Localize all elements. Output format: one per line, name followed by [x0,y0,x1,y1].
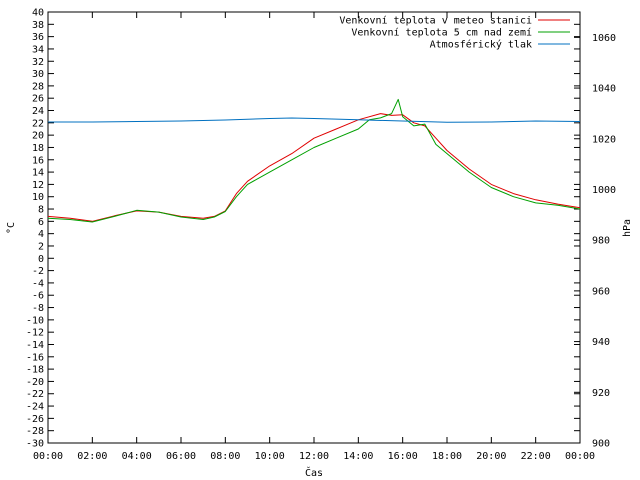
y-tick-label: -2 [32,266,44,277]
y2-tick-label: 900 [592,439,610,450]
y-tick-label: -26 [26,414,44,425]
y-tick-label: 38 [32,20,44,31]
y-tick-label: -28 [26,426,44,437]
x-tick-label: 04:00 [122,451,152,462]
y2-tick-label: 1020 [592,134,616,145]
y-tick-label: 26 [32,94,44,105]
y2-tick-label: 940 [592,337,610,348]
y2-tick-label: 1040 [592,84,616,95]
legend-label: Venkovní teplota v meteo stanici [339,15,532,27]
y2-tick-label: 1060 [592,33,616,44]
y-tick-label: -24 [26,402,44,413]
y-tick-label: 40 [32,8,44,19]
x-axis-ticks: 00:00 02:00 04:00 06:00 08:00 10:00 12:00 14:00… [33,12,595,462]
x-tick-label: 02:00 [77,451,107,462]
y-tick-label: 34 [32,44,44,55]
y-tick-label: 0 [38,254,44,265]
y-tick-label: 16 [32,155,44,166]
y2-tick-label: 960 [592,286,610,297]
x-tick-label: 08:00 [210,451,240,462]
y-tick-label: -4 [32,278,44,289]
y2-tick-label: 920 [592,388,610,399]
y-tick-label: -14 [26,340,44,351]
y-tick-label: -22 [26,389,44,400]
x-tick-label: 00:00 [565,451,595,462]
y-tick-label: -6 [32,291,44,302]
x-tick-label: 18:00 [432,451,462,462]
y2-axis-title: hPa [622,219,633,237]
y-tick-label: -18 [26,365,44,376]
y-tick-label: 2 [38,241,44,252]
y-axis-title: °C [6,222,17,234]
x-tick-label: 22:00 [521,451,551,462]
plot-frame [47,11,581,444]
series-line-2 [47,98,581,223]
legend: Venkovní teplota v meteo staniciVenkovní… [339,15,570,51]
y-tick-label: -8 [32,303,44,314]
y-tick-label: 30 [32,69,44,80]
y-tick-label: 20 [32,131,44,142]
series-layer [47,98,581,223]
y-tick-label: -12 [26,328,44,339]
x-tick-label: 20:00 [476,451,506,462]
y2-tick-label: 1000 [592,185,616,196]
y-tick-label: 24 [32,106,44,117]
y2-axis-ticks: 900 920 940 960 980 1000 1020 1040 1060 [574,33,616,450]
x-tick-label: 06:00 [166,451,196,462]
y-tick-label: 12 [32,180,44,191]
x-tick-label: 16:00 [388,451,418,462]
y-tick-label: 28 [32,81,44,92]
y-tick-label: 4 [38,229,44,240]
y-tick-label: 8 [38,205,44,216]
y-tick-label: -30 [26,439,44,450]
x-tick-label: 00:00 [33,451,63,462]
y-tick-label: 32 [32,57,44,68]
y-tick-label: 14 [32,168,44,179]
y-tick-label: 36 [32,32,44,43]
y2-tick-label: 980 [592,236,610,247]
y-tick-label: -16 [26,352,44,363]
y-tick-label: 6 [38,217,44,228]
y-tick-label: -10 [26,315,44,326]
series-line-3 [48,117,581,123]
series-line-1 [47,113,581,222]
x-tick-label: 10:00 [255,451,285,462]
legend-label: Venkovní teplota 5 cm nad zemí [351,27,532,39]
y-tick-label: 22 [32,118,44,129]
x-tick-label: 14:00 [343,451,373,462]
x-axis-title: Čas [305,466,323,479]
y-tick-label: 18 [32,143,44,154]
y-tick-label: 10 [32,192,44,203]
y-tick-label: -20 [26,377,44,388]
x-tick-label: 12:00 [299,451,329,462]
y-axis-ticks: -30-28-26-24-22-20-18-16-14-12-10-8-6-4-… [26,8,580,450]
legend-label: Atmosférický tlak [430,39,532,51]
